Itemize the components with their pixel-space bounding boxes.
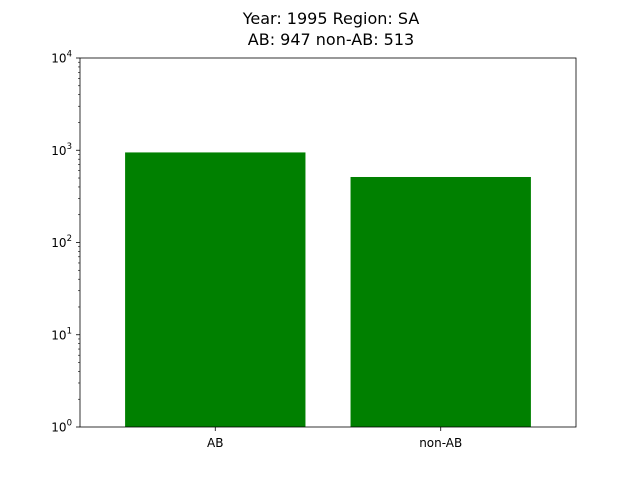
y-tick-label: 104: [51, 50, 72, 66]
chart-title-line-2: AB: 947 non-AB: 513: [248, 30, 414, 49]
chart-title-line-1: Year: 1995 Region: SA: [242, 9, 420, 28]
y-tick-label: 101: [51, 326, 72, 342]
bars-layer: [125, 152, 531, 428]
x-tick-label: AB: [207, 436, 223, 450]
bar-ab: [125, 152, 306, 428]
axes-layer: AB non-AB 100 101 102 103 104: [51, 50, 577, 450]
x-tick-label: non-AB: [419, 436, 462, 450]
bar-non-ab: [350, 176, 531, 427]
y-tick-label: 103: [51, 142, 72, 158]
plot-frame: [79, 57, 577, 428]
y-tick-label: 100: [51, 419, 72, 435]
y-tick-label: 102: [51, 234, 72, 250]
